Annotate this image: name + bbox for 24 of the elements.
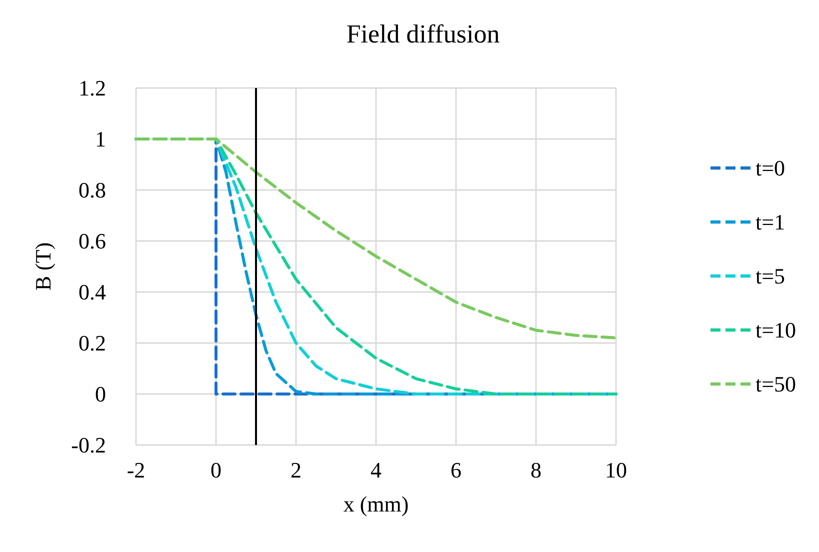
x-tick-label: 6: [450, 458, 462, 482]
legend-label: t=0: [755, 156, 786, 180]
legend-label: t=50: [755, 372, 796, 396]
legend-label: t=5: [755, 264, 786, 288]
y-tick-label: 0.4: [78, 280, 106, 304]
x-tick-label: 0: [210, 458, 222, 482]
x-axis-title: x (mm): [343, 492, 409, 516]
y-tick-label: 0: [95, 382, 106, 406]
x-tick-label: 8: [530, 458, 542, 482]
x-tick-label: 2: [290, 458, 302, 482]
y-tick-label: 1: [95, 126, 106, 152]
legend-label: t=10: [755, 318, 796, 342]
y-tick-label: 0.2: [78, 330, 106, 356]
x-tick-label: 10: [605, 458, 627, 482]
chart-title: Field diffusion: [346, 20, 500, 48]
y-tick-label: 0.8: [78, 178, 106, 202]
y-tick-label: 1.2: [78, 76, 106, 100]
x-tick-label: -2: [126, 458, 146, 482]
x-tick-label: 4: [370, 458, 382, 482]
y-axis-title: B (T): [30, 242, 56, 291]
y-tick-label: -0.2: [71, 432, 106, 458]
y-tick-label: 0.6: [78, 228, 106, 254]
line-series: [134, 138, 618, 340]
legend-label: t=1: [755, 210, 786, 234]
